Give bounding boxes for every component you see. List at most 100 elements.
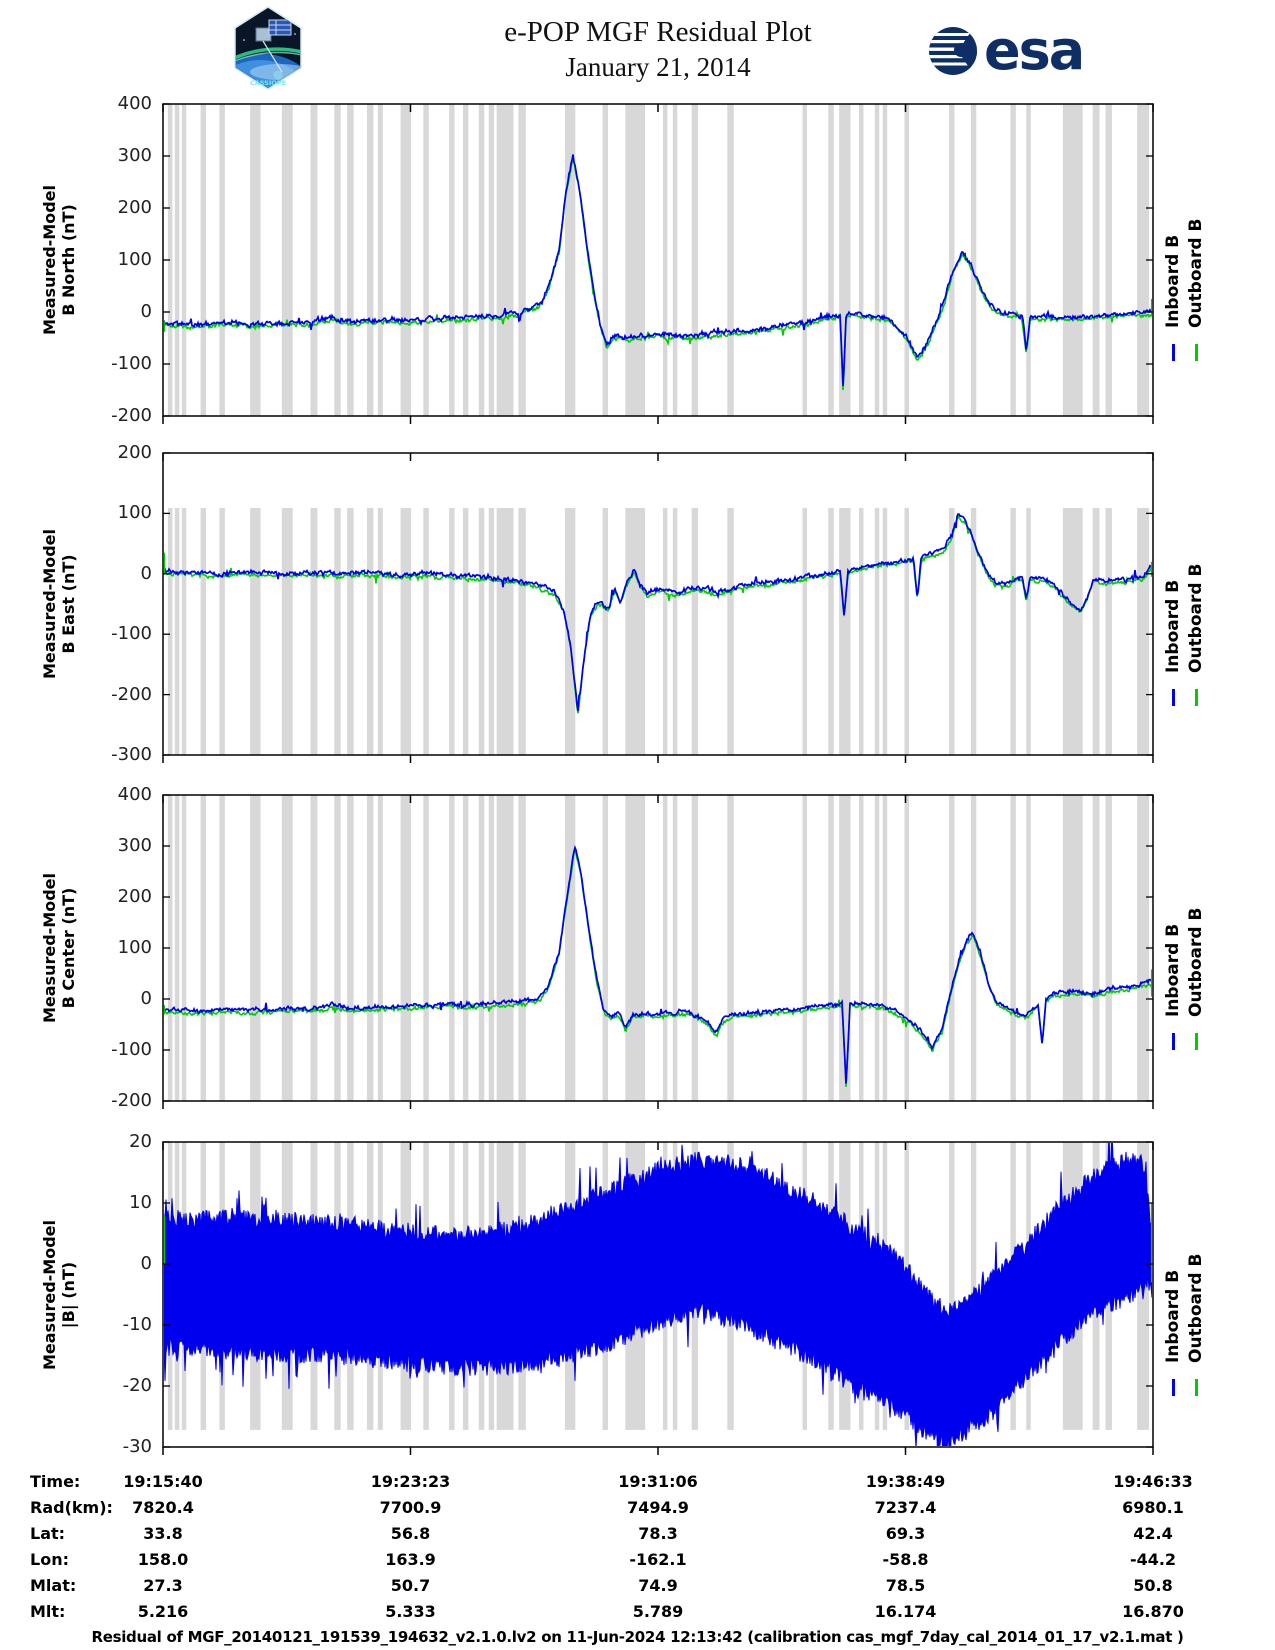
legend-label: Outboard B: [1186, 218, 1206, 329]
data-gap-band: [449, 104, 455, 416]
data-gap-band: [970, 507, 977, 755]
data-gap-band: [366, 104, 374, 416]
y-axis-label: Measured-Model B North (nT): [40, 184, 78, 336]
y-tick-label: 200: [117, 886, 152, 907]
footer-value: 50.8: [1133, 1576, 1173, 1595]
data-gap-band: [1010, 507, 1016, 755]
data-gap-band: [602, 795, 609, 1101]
data-gap-band: [400, 795, 411, 1101]
data-gap-band: [625, 104, 646, 416]
footer-value: 7494.9: [627, 1498, 689, 1517]
data-gap-band: [828, 507, 834, 755]
esa-globe-icon: [929, 27, 977, 75]
y-tick-label: 20: [129, 1131, 152, 1152]
data-gap-band: [462, 104, 469, 416]
y-tick-label: -200: [111, 405, 152, 426]
y-tick-label: 0: [140, 562, 152, 584]
data-gap-band: [1137, 507, 1150, 755]
data-gap-band: [802, 507, 807, 755]
inboard-b-trace: [164, 513, 1152, 712]
page-title: e-POP MGF Residual Plot: [504, 16, 812, 48]
footer-row-label: Rad(km):: [30, 1498, 113, 1517]
data-gap-band: [400, 104, 411, 416]
footer-value: 78.5: [885, 1576, 926, 1595]
data-gap-band: [727, 104, 734, 416]
y-tick-label: 200: [117, 197, 152, 218]
legend-line-sample: [1194, 344, 1198, 362]
legend-panel-1: Inboard B Outboard B: [1163, 121, 1209, 362]
data-gap-band: [882, 507, 888, 755]
data-gap-band: [310, 104, 318, 416]
data-gap-band: [672, 104, 678, 416]
data-gap-band: [564, 795, 576, 1101]
legend-line-sample: [1171, 344, 1175, 362]
esa-wordmark: esa: [984, 19, 1085, 82]
footer-value: -58.8: [882, 1550, 929, 1569]
data-gap-band: [662, 507, 668, 755]
footer-value: -44.2: [1129, 1550, 1177, 1569]
data-gap-band: [904, 507, 909, 755]
data-gap-band: [564, 507, 576, 755]
footer-row-label: Time:: [30, 1472, 81, 1491]
y-tick-label: -10: [122, 1314, 152, 1335]
data-gap-band: [691, 104, 699, 416]
data-gap-band: [347, 104, 354, 416]
data-gap-band: [310, 795, 318, 1101]
data-gap-band: [200, 795, 207, 1101]
data-gap-band: [219, 104, 225, 416]
data-gap-band: [625, 507, 646, 755]
data-gap-band: [858, 104, 864, 416]
data-gap-band: [423, 507, 429, 755]
data-gap-band: [1026, 104, 1031, 416]
patch-label: CASSIOPE: [250, 79, 286, 87]
data-gap-band: [462, 507, 469, 755]
data-gap-band: [839, 104, 851, 416]
data-gap-band: [496, 104, 514, 416]
legend-label: Inboard B: [1163, 579, 1183, 673]
y-tick-label: 100: [117, 937, 152, 958]
data-gap-band: [1010, 795, 1016, 1101]
footer-value: 16.174: [874, 1602, 937, 1621]
y-tick-label: -100: [111, 353, 152, 374]
data-gap-band: [281, 507, 293, 755]
data-gap-band: [488, 104, 495, 416]
data-gap-band: [181, 104, 187, 416]
footer-value: 19:23:23: [370, 1472, 451, 1491]
esa-logo: esa: [928, 19, 1085, 82]
data-gap-band: [1010, 104, 1016, 416]
y-tick-label: -200: [111, 1090, 152, 1111]
data-gap-band: [167, 507, 173, 755]
data-gap-band: [858, 507, 864, 755]
data-gap-band: [518, 507, 526, 755]
footer-value: 56.8: [390, 1524, 431, 1543]
data-gap-band: [1137, 795, 1150, 1101]
y-tick-label: 300: [117, 145, 152, 166]
legend-line-sample: [1194, 1379, 1198, 1397]
data-gap-band: [488, 507, 495, 755]
data-gap-band: [347, 795, 354, 1101]
data-gap-band: [462, 795, 469, 1101]
data-gap-band: [949, 1142, 955, 1430]
data-gap-band: [200, 507, 207, 755]
data-gap-band: [219, 507, 225, 755]
data-gap-band: [904, 104, 909, 416]
legend-panel-2: Inboard B Outboard B: [1163, 466, 1209, 706]
data-gap-band: [478, 507, 485, 755]
legend-entry: Outboard B: [1186, 1156, 1206, 1397]
data-gap-band: [310, 507, 318, 755]
legend-label: Outboard B: [1186, 563, 1206, 673]
data-gap-band: [662, 795, 668, 1101]
data-gap-band: [1092, 104, 1100, 416]
data-gap-band: [518, 104, 526, 416]
data-gap-band: [167, 795, 173, 1101]
y-tick-label: -100: [111, 623, 152, 645]
data-gap-band: [478, 104, 485, 416]
panel-4-b: [162, 1141, 1154, 1455]
data-gap-band: [970, 795, 977, 1101]
data-gap-band: [181, 795, 187, 1101]
data-gap-band: [347, 507, 354, 755]
footer-value: 7820.4: [132, 1498, 194, 1517]
footer-value: 7700.9: [379, 1498, 442, 1517]
inboard-b-envelope: [164, 1143, 1152, 1446]
data-gap-band: [518, 795, 526, 1101]
